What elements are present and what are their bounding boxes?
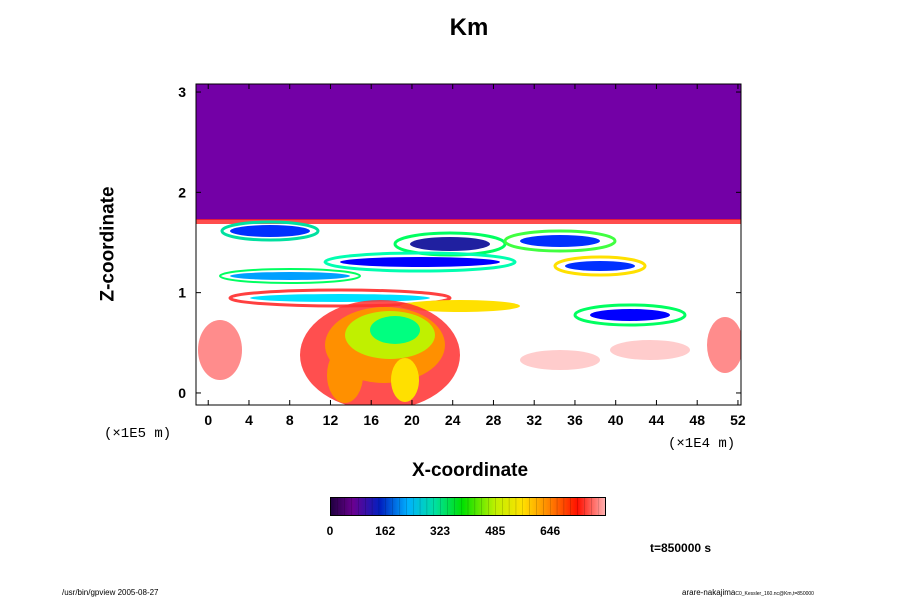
colorbar-tick-label: 0 <box>327 524 334 538</box>
colorbar <box>330 497 606 516</box>
y-scale-label: (×1E5 m) <box>104 426 172 442</box>
footer-right: arare-nakajimaC0_Kessler_160.nc@Km,t=850… <box>682 588 814 597</box>
x-tick-label: 40 <box>608 412 624 428</box>
x-tick-label: 28 <box>486 412 502 428</box>
footer-right-main: arare-nakajima <box>682 588 736 597</box>
upper-zero-region <box>196 84 741 220</box>
x-tick-label: 32 <box>526 412 542 428</box>
colorbar-tick-label: 485 <box>485 524 505 538</box>
colorbar-ticks: 0 162 323 485 646 <box>327 524 561 538</box>
colorbar-tick-label: 162 <box>375 524 395 538</box>
x-tick-label: 52 <box>730 412 746 428</box>
colorbar-tick-label: 646 <box>540 524 560 538</box>
x-tick-label: 36 <box>567 412 583 428</box>
mid-layers <box>219 220 687 327</box>
x-scale-label: (×1E4 m) <box>668 436 736 452</box>
lower-plume <box>198 300 741 405</box>
x-tick-label: 12 <box>323 412 339 428</box>
chart-title: Km <box>449 14 489 41</box>
x-tick-label: 20 <box>404 412 420 428</box>
plot-frame <box>195 83 742 406</box>
x-tick-label: 48 <box>689 412 705 428</box>
colorbar-tick-label: 323 <box>430 524 450 538</box>
x-tick-label: 16 <box>363 412 379 428</box>
x-axis: 0 4 8 12 16 20 24 28 32 36 40 44 48 52 <box>204 84 746 428</box>
y-tick-label: 0 <box>178 385 186 401</box>
y-axis-label: Z-coordinate <box>97 186 119 302</box>
y-tick-label: 3 <box>178 84 186 100</box>
footer-right-small: C0_Kessler_160.nc@Km,t=850000 <box>735 591 814 597</box>
y-tick-label: 2 <box>178 184 186 200</box>
y-axis: 0 1 2 3 <box>178 84 741 401</box>
time-label: t=850000 s <box>650 541 712 555</box>
heatmap-field <box>196 84 741 405</box>
x-tick-label: 4 <box>245 412 253 428</box>
x-tick-label: 24 <box>445 412 461 428</box>
footer-left: /usr/bin/gpview 2005-08-27 <box>62 588 159 597</box>
y-tick-label: 1 <box>178 285 186 301</box>
x-tick-label: 0 <box>204 412 212 428</box>
x-axis-label: X-coordinate <box>411 460 529 481</box>
x-tick-label: 8 <box>286 412 294 428</box>
x-tick-label: 44 <box>649 412 665 428</box>
